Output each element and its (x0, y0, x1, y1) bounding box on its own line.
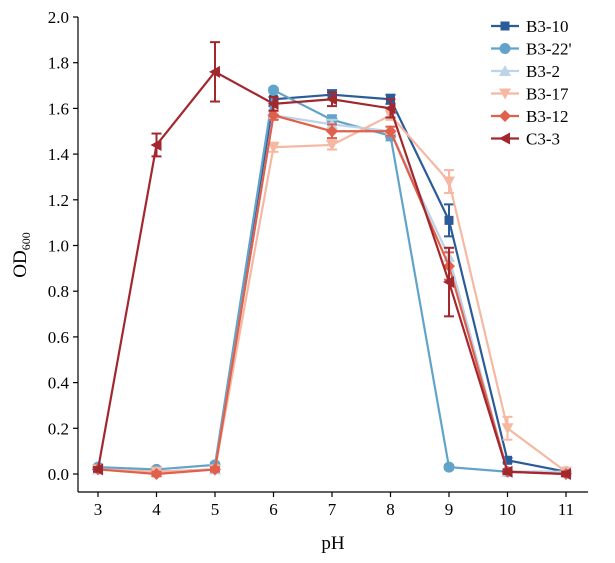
series-B3-12 (92, 109, 572, 480)
data-point (326, 139, 338, 151)
legend-label: B3-12 (526, 107, 569, 126)
x-tick-label: 5 (211, 500, 220, 519)
x-tick-label: 11 (558, 500, 574, 519)
y-tick-label: 1.2 (48, 191, 69, 210)
legend-marker (499, 88, 511, 100)
x-tick-label: 9 (445, 500, 454, 519)
legend-item: B3-2 (491, 62, 560, 81)
data-point (267, 109, 280, 122)
legend-item: B3-22' (491, 40, 572, 59)
data-point (267, 97, 279, 110)
series-C3-3 (92, 41, 571, 480)
legend-marker (499, 110, 511, 122)
legend-item: B3-12 (491, 107, 569, 126)
data-point (384, 125, 397, 138)
legend-marker (499, 43, 511, 54)
data-point (209, 65, 220, 78)
data-point (501, 465, 513, 478)
y-tick-label: 1.6 (48, 99, 69, 118)
legend-marker (499, 65, 511, 76)
data-point (560, 468, 571, 480)
data-point (268, 84, 279, 96)
y-tick-label: 0.2 (48, 419, 69, 438)
x-tick-label: 8 (386, 500, 395, 519)
legend-item: B3-17 (491, 85, 569, 104)
series-B3-17 (92, 109, 572, 478)
series-B3-2 (92, 109, 572, 477)
y-axis-label: OD600 (10, 232, 33, 277)
data-point (443, 276, 454, 289)
data-point (443, 176, 455, 188)
x-tick-label: 10 (499, 500, 516, 519)
y-tick-label: 1.8 (48, 54, 69, 73)
series-line (97, 113, 567, 473)
data-point (92, 463, 103, 476)
legend-label: B3-10 (526, 17, 569, 36)
legend-item: B3-10 (491, 17, 569, 36)
data-point (384, 102, 396, 115)
y-tick-label: 0.6 (48, 328, 69, 347)
data-point (444, 215, 454, 225)
series-line (97, 113, 567, 476)
y-tick-label: 0.0 (48, 465, 69, 484)
y-tick-label: 1.4 (48, 145, 70, 164)
y-tick-label: 2.0 (48, 8, 69, 27)
y-tick-label: 1.0 (48, 237, 69, 256)
legend-label: B3-2 (526, 62, 560, 81)
data-point (209, 463, 221, 476)
legend-label: B3-22' (526, 40, 572, 59)
data-point (326, 93, 337, 106)
x-tick-label: 7 (328, 500, 337, 519)
series-line (97, 113, 566, 473)
data-point (150, 468, 163, 480)
legend-marker (499, 132, 510, 145)
data-point (443, 461, 455, 473)
data-point (503, 455, 512, 465)
data-point (501, 423, 514, 435)
x-axis-label: pH (321, 533, 345, 554)
data-point (326, 125, 338, 138)
legend-label: C3-3 (526, 130, 560, 149)
data-point (150, 138, 162, 151)
legend-item: C3-3 (491, 130, 560, 149)
data-point (267, 142, 280, 154)
legend-label: B3-17 (526, 85, 569, 104)
series-line (97, 93, 567, 473)
y-tick-label: 0.4 (48, 374, 70, 393)
x-tick-label: 3 (94, 500, 103, 519)
legend-marker (500, 21, 510, 31)
x-tick-label: 6 (269, 500, 278, 519)
x-tick-label: 4 (152, 500, 161, 519)
y-tick-label: 0.8 (48, 282, 69, 301)
